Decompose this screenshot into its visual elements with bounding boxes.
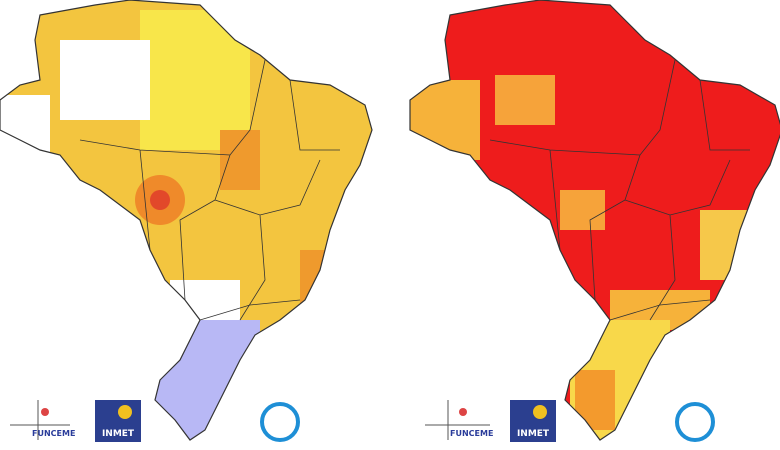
yellow-area (140, 10, 250, 150)
funceme-dot (41, 408, 49, 416)
left-map-fill (0, 0, 372, 440)
inmet-logo-text: INMET (102, 429, 135, 439)
red-area (150, 190, 170, 210)
orange-area (220, 130, 260, 190)
inpe-logo (260, 402, 300, 442)
left-map (0, 0, 373, 441)
inpe-logo (675, 402, 715, 442)
inmet-sun (533, 405, 547, 419)
orange-area (575, 370, 615, 430)
inmet-logo-text: INMET (517, 429, 550, 439)
funceme-logo-text: FUNCEME (32, 429, 75, 438)
orange-area (495, 75, 555, 125)
right-logos: FUNCEME INMET (425, 400, 715, 442)
left-logos: FUNCEME INMET (10, 400, 300, 442)
orange-area (560, 190, 605, 230)
right-map (409, 0, 780, 441)
funceme-dot (459, 408, 467, 416)
inmet-logo-box (510, 400, 556, 442)
white-area (0, 95, 50, 155)
right-map-fill (410, 0, 780, 440)
white-area (60, 40, 150, 120)
white-area (170, 280, 240, 320)
inmet-logo-box (95, 400, 141, 442)
inmet-sun (118, 405, 132, 419)
funceme-logo-text: FUNCEME (450, 429, 493, 438)
